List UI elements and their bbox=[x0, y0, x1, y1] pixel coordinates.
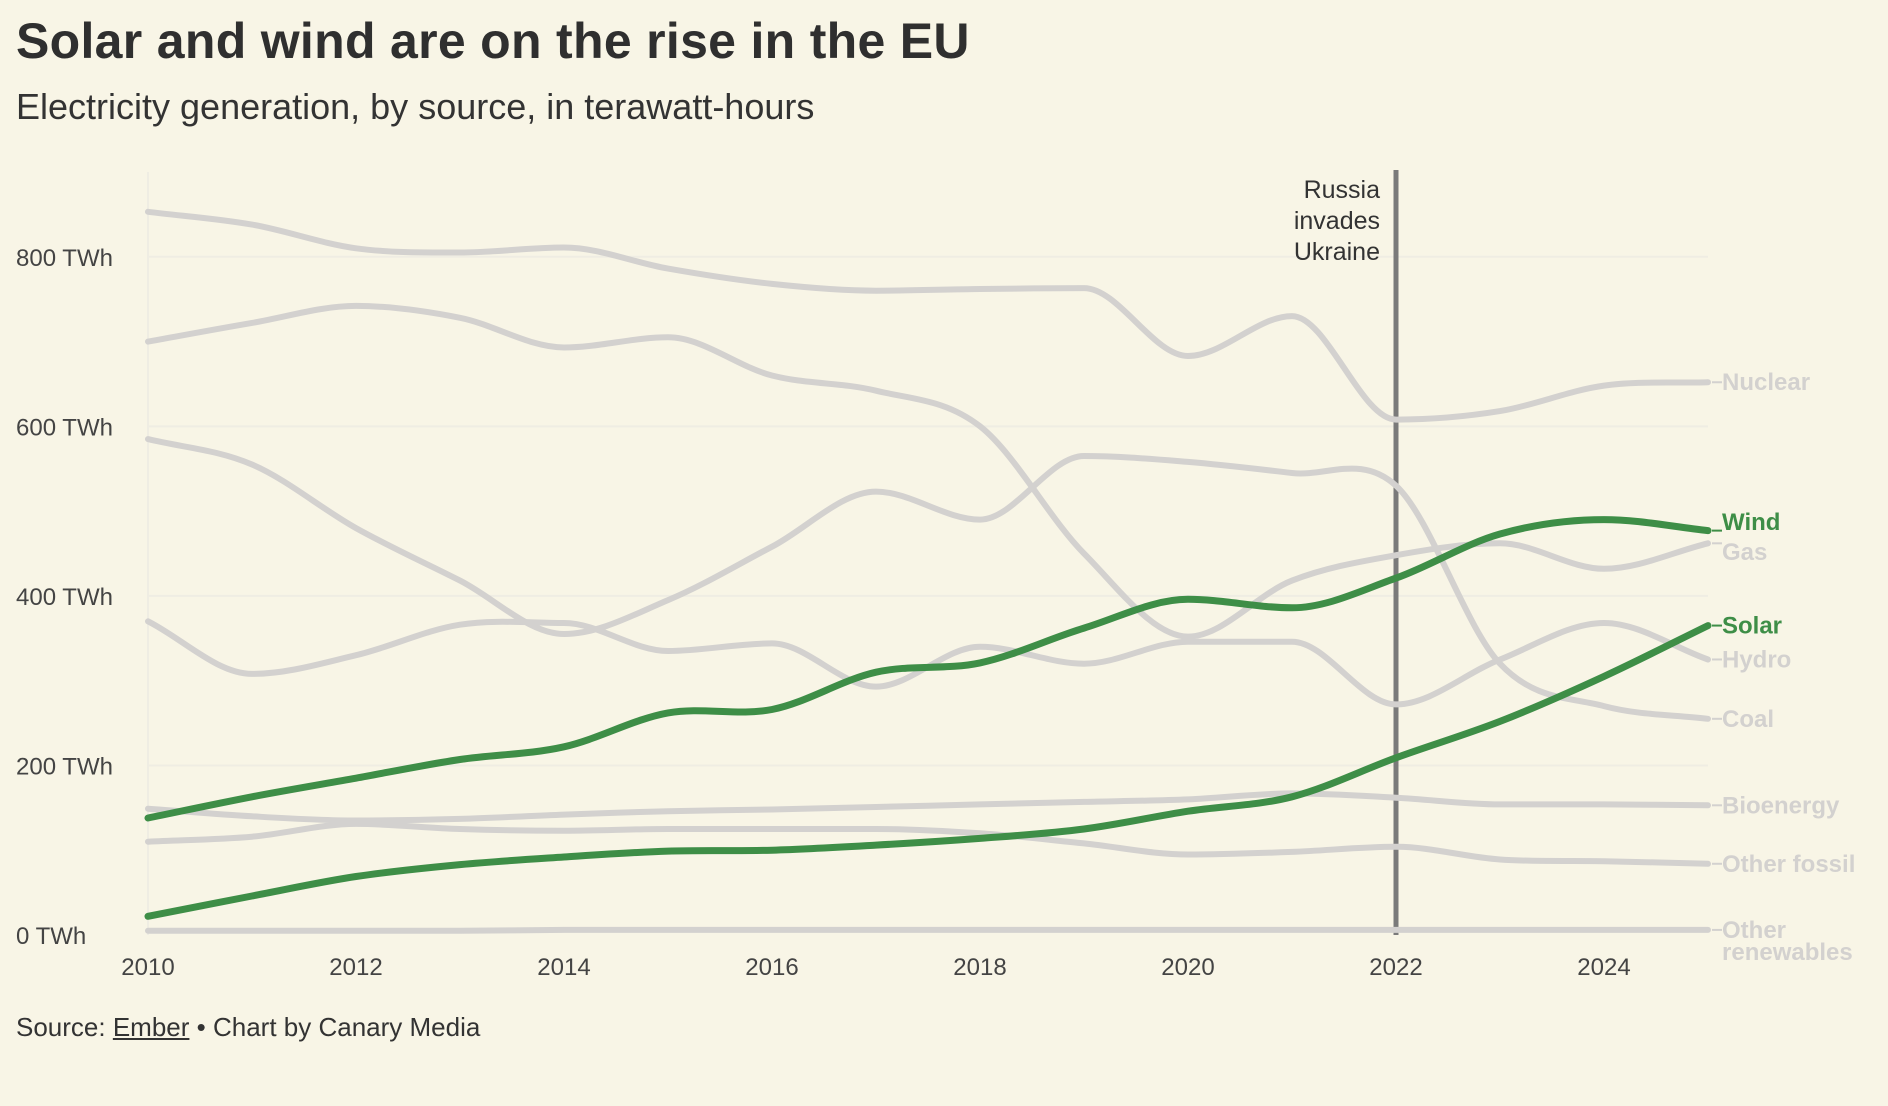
series-label-other-fossil: Other fossil bbox=[1722, 851, 1855, 878]
series-label-nuclear: Nuclear bbox=[1722, 369, 1810, 396]
chart-subtitle: Electricity generation, by source, in te… bbox=[16, 86, 815, 127]
series-line-coal bbox=[145, 436, 1711, 722]
chart-title: Solar and wind are on the rise in the EU bbox=[16, 13, 970, 69]
series-line-hydro bbox=[145, 618, 1711, 708]
series-label-hydro: Hydro bbox=[1722, 646, 1791, 673]
source-prefix: Source: bbox=[16, 1012, 106, 1042]
series-line-wind bbox=[144, 516, 1712, 822]
series-label-bioenergy: Bioenergy bbox=[1722, 792, 1840, 819]
chart-credit: • Chart by Canary Media bbox=[196, 1012, 481, 1042]
x-tick-label: 2018 bbox=[953, 954, 1006, 981]
x-tick-label: 2022 bbox=[1369, 954, 1422, 981]
series-label-other-renewables: Other bbox=[1722, 917, 1786, 944]
series-line-other-fossil bbox=[145, 820, 1711, 867]
y-tick-label: 0 TWh bbox=[16, 923, 86, 950]
series-line-solar bbox=[144, 622, 1712, 920]
x-tick-label: 2020 bbox=[1161, 954, 1214, 981]
chart-footer: Source: Ember • Chart by Canary Media bbox=[16, 1012, 480, 1043]
event-annotation-text: invades bbox=[1294, 207, 1380, 235]
series-line-bioenergy bbox=[145, 790, 1711, 824]
event-annotation-text: Russia bbox=[1304, 176, 1381, 204]
series-label-coal: Coal bbox=[1722, 706, 1774, 733]
x-tick-label: 2012 bbox=[329, 954, 382, 981]
series-line-gas bbox=[145, 302, 1711, 640]
muted-series bbox=[145, 208, 1711, 934]
x-tick-label: 2010 bbox=[121, 954, 174, 981]
event-annotation: Russia invades Ukraine bbox=[1294, 170, 1399, 935]
series-labels: Nuclear Wind Gas Solar Hydro Coal Bioenergy Oth… bbox=[1712, 369, 1855, 966]
y-tick-label: 800 TWh bbox=[16, 245, 113, 272]
series-label-wind: Wind bbox=[1722, 509, 1780, 536]
series-label-gas: Gas bbox=[1722, 539, 1767, 566]
y-tick-label: 200 TWh bbox=[16, 753, 113, 780]
x-tick-label: 2016 bbox=[745, 954, 798, 981]
y-tick-label: 400 TWh bbox=[16, 584, 113, 611]
axes: 0 TWh 200 TWh 400 TWh 600 TWh 800 TWh 2010 201… bbox=[16, 172, 1631, 981]
y-tick-label: 600 TWh bbox=[16, 414, 113, 441]
source-link[interactable]: Ember bbox=[112, 1012, 190, 1042]
event-annotation-text: Ukraine bbox=[1294, 238, 1380, 266]
highlighted-series bbox=[144, 516, 1712, 920]
series-label-other-renewables: renewables bbox=[1722, 939, 1853, 966]
gridlines bbox=[148, 255, 1708, 767]
series-line-nuclear bbox=[145, 208, 1711, 423]
line-chart: 0 TWh 200 TWh 400 TWh 600 TWh 800 TWh 2010 201… bbox=[16, 170, 1855, 981]
x-tick-label: 2024 bbox=[1577, 954, 1630, 981]
series-line-other-renewables bbox=[145, 926, 1711, 934]
x-tick-label: 2014 bbox=[537, 954, 590, 981]
series-label-solar: Solar bbox=[1722, 613, 1782, 640]
